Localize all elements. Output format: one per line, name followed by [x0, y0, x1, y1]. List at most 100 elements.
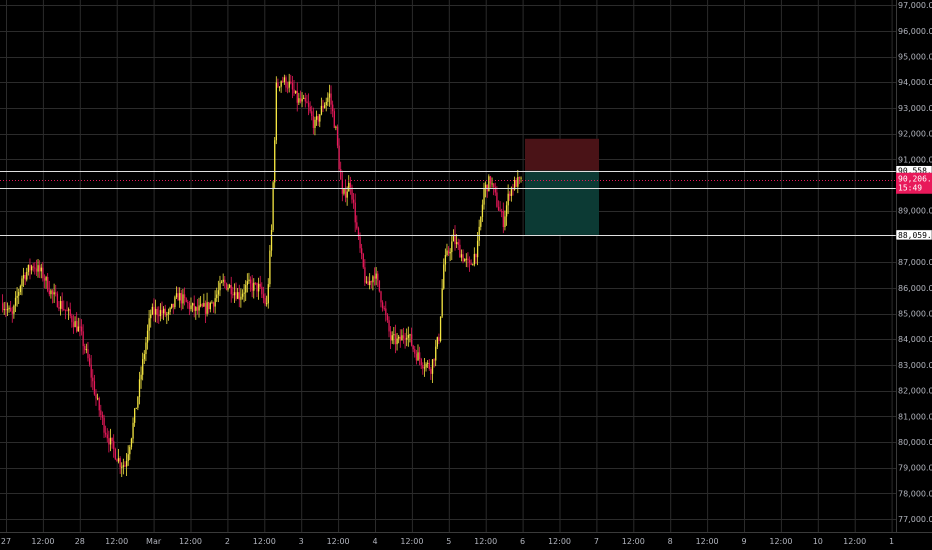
candle-body	[422, 365, 424, 369]
candle-body	[196, 307, 199, 311]
candle	[369, 273, 371, 290]
position-zones[interactable]	[525, 138, 599, 235]
candle	[504, 210, 506, 231]
candle	[145, 336, 147, 362]
candle	[501, 208, 503, 218]
candle-body	[59, 301, 62, 309]
take-profit-zone[interactable]	[525, 170, 599, 235]
candle	[188, 300, 191, 316]
candle-body	[513, 180, 516, 190]
stop-loss-zone[interactable]	[525, 138, 599, 171]
candle	[68, 307, 70, 320]
price-tick-label: 83,000.00	[898, 361, 932, 370]
candle	[409, 333, 411, 343]
candle-body	[188, 303, 191, 310]
candle	[394, 324, 397, 354]
candle-body	[364, 267, 366, 283]
time-tick-label: 2	[225, 537, 230, 546]
candle	[172, 303, 174, 314]
candle	[137, 396, 139, 411]
candle	[85, 343, 88, 354]
candle	[475, 253, 477, 264]
candle-body	[499, 210, 501, 212]
candle-body	[45, 276, 47, 281]
candle-body	[266, 303, 268, 305]
time-tick-label: 10	[813, 537, 823, 546]
candle	[391, 331, 393, 344]
candle	[483, 182, 485, 210]
candle-body	[267, 284, 269, 304]
candle-body	[423, 367, 426, 369]
candle	[502, 202, 505, 234]
candle-body	[121, 466, 123, 468]
time-tick-label: 12:00	[696, 537, 719, 546]
candle-body	[103, 417, 105, 433]
candle	[56, 291, 59, 308]
candle-body	[63, 309, 65, 311]
candle-body	[475, 253, 477, 258]
candle-body	[50, 290, 52, 295]
candle-body	[204, 303, 207, 314]
candle	[272, 180, 274, 233]
candle	[24, 272, 26, 286]
candle-body	[232, 294, 234, 296]
candle	[333, 108, 335, 129]
candle-body	[114, 448, 116, 460]
candle-body	[335, 126, 337, 128]
candle	[303, 94, 305, 100]
candle	[497, 200, 500, 212]
candle	[291, 75, 294, 99]
candle-body	[497, 206, 500, 211]
candle	[407, 326, 410, 347]
candle-body	[140, 374, 142, 380]
candle	[154, 299, 157, 323]
candle	[420, 357, 422, 369]
candle-body	[92, 377, 94, 382]
candle	[259, 275, 261, 289]
candle-body	[491, 183, 493, 185]
candle	[414, 346, 416, 358]
time-axis[interactable]: 27 12:00 28 12:00 Mar 12:00 2 12:00 3 12:00 4 12:00…	[0, 532, 932, 547]
price-tick-label: 91,000.00	[898, 155, 932, 164]
candle	[449, 248, 451, 262]
candle-body	[100, 410, 102, 416]
candle-body	[225, 283, 228, 290]
current-price-text: 90,206.07	[898, 175, 932, 184]
candle	[227, 284, 229, 292]
candle	[30, 264, 33, 275]
horizontal-lines[interactable]	[0, 171, 896, 236]
candle-body	[261, 286, 263, 295]
candle-body	[280, 81, 282, 87]
candle-body	[325, 101, 327, 106]
candle-body	[481, 204, 484, 217]
candle	[26, 267, 28, 282]
current-price-badge: 90,206.0715:49	[896, 172, 932, 194]
candle-body	[208, 302, 210, 310]
candle-body	[398, 336, 400, 339]
candle-body	[40, 267, 42, 272]
candle-body	[351, 187, 353, 200]
candle-body	[105, 432, 107, 435]
candle-body	[58, 306, 60, 309]
candle	[512, 183, 514, 196]
candle	[509, 191, 511, 201]
candle-body	[150, 314, 152, 319]
candle-body	[290, 81, 292, 84]
candle-body	[375, 273, 377, 279]
candle-body	[82, 331, 84, 347]
candle-body	[227, 287, 229, 290]
candle-body	[200, 304, 202, 306]
candle-body	[153, 306, 155, 315]
candle-body	[293, 89, 295, 94]
candle-body	[341, 179, 344, 194]
candle-body	[209, 303, 211, 310]
candle	[235, 282, 237, 301]
candle	[71, 313, 73, 328]
candle	[74, 316, 76, 328]
candle	[441, 279, 443, 319]
candle-body	[510, 187, 513, 196]
price-tick-label: 80,000.00	[898, 438, 932, 447]
candle	[286, 81, 289, 94]
price-axis[interactable]: 77,000.00 78,000.00 79,000.00 80,000.00 81,0…	[896, 0, 932, 532]
